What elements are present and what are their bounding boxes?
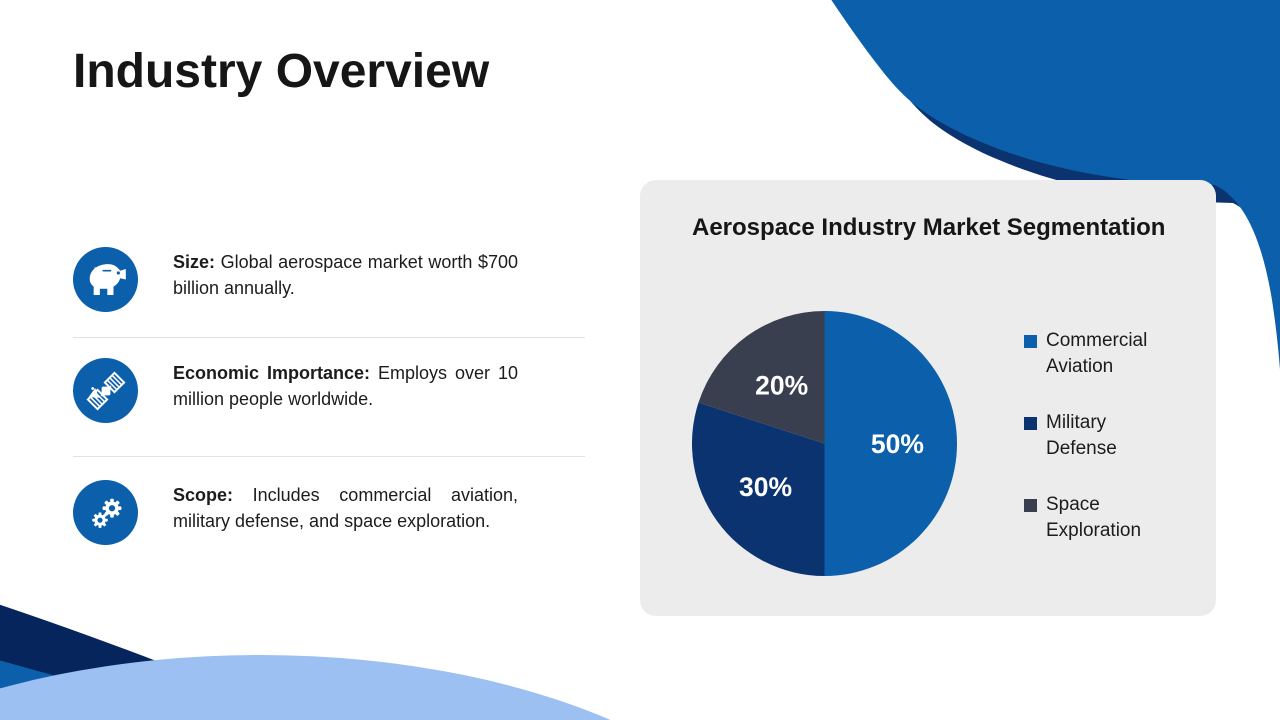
svg-text:30%: 30% xyxy=(739,472,792,502)
svg-text:50%: 50% xyxy=(871,429,924,459)
svg-text:20%: 20% xyxy=(755,370,808,400)
